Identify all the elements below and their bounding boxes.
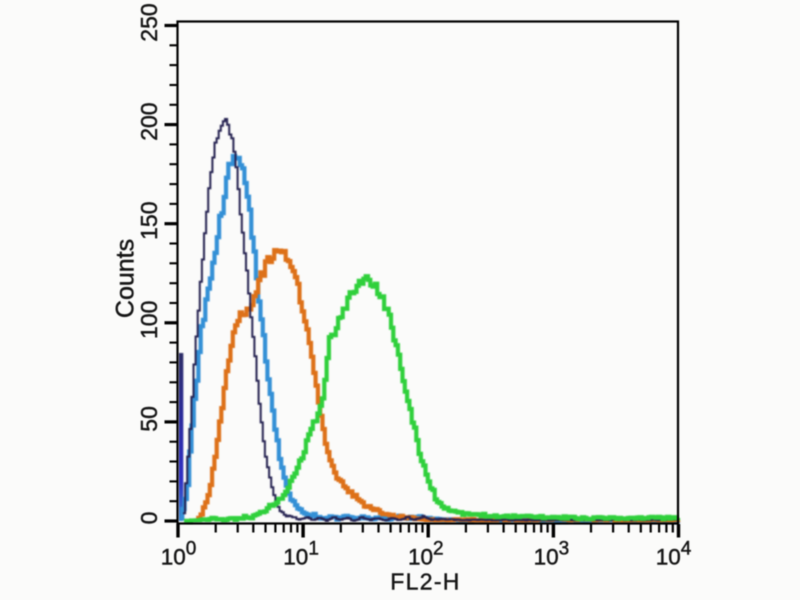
svg-text:200: 200 <box>136 102 162 140</box>
svg-text:Counts: Counts <box>112 239 140 318</box>
svg-text:150: 150 <box>136 202 162 240</box>
svg-text:0: 0 <box>136 512 162 525</box>
svg-text:FL2-H: FL2-H <box>390 569 460 595</box>
svg-text:250: 250 <box>136 3 162 41</box>
svg-text:100: 100 <box>136 301 162 339</box>
svg-text:50: 50 <box>136 406 162 432</box>
